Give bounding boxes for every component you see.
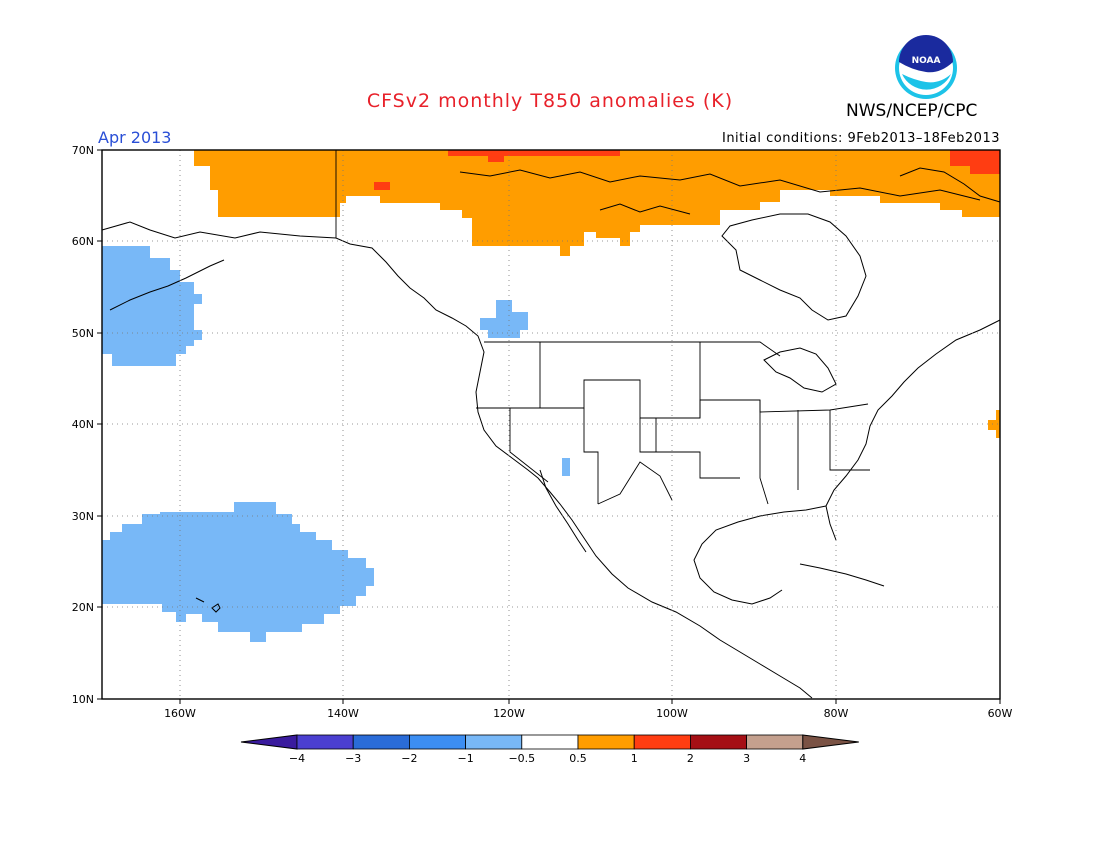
lon-label: 160W	[164, 707, 196, 720]
colorbar-swatch	[465, 734, 523, 750]
colorbar-label: 2	[687, 752, 694, 765]
aleutian-coast	[109, 259, 225, 311]
lat-label: 40N	[72, 418, 94, 431]
baja-coast	[539, 469, 587, 553]
colorbar-swatch	[633, 734, 691, 750]
noaa-logo-text: NOAA	[912, 56, 941, 66]
organization-label: NWS/NCEP/CPC	[846, 101, 978, 121]
greenland-coast	[899, 167, 1001, 203]
west-coastline	[101, 221, 813, 699]
colorbar-label: 3	[743, 752, 750, 765]
colorbar-swatch	[408, 734, 466, 750]
red-anomaly-patch	[448, 150, 620, 156]
cool-anomaly-pacific-nw	[480, 300, 528, 338]
colorbar-swatch	[240, 734, 298, 750]
arctic-islands	[599, 203, 691, 215]
cool-anomaly-hawaii	[102, 502, 374, 642]
colorbar-label: 4	[799, 752, 806, 765]
warm-anomaly-north	[194, 150, 1000, 256]
lat-label: 20N	[72, 601, 94, 614]
colorbar-swatch	[746, 734, 804, 750]
lat-label: 30N	[72, 510, 94, 523]
arctic-islands	[459, 169, 981, 201]
lon-label: 80W	[824, 707, 849, 720]
forecast-month: Apr 2013	[98, 128, 172, 147]
colorbar-label: −3	[345, 752, 361, 765]
colorbar-swatch	[352, 734, 410, 750]
lon-label: 60W	[988, 707, 1013, 720]
axis-ticks	[97, 149, 1001, 704]
colorbar-label: −0.5	[508, 752, 535, 765]
gulf-coastline	[693, 505, 827, 605]
lat-label: 50N	[72, 327, 94, 340]
colorbar-label: 0.5	[569, 752, 587, 765]
lon-label: 120W	[493, 707, 525, 720]
noaa-logo: NOAA	[895, 35, 957, 99]
red-anomaly-patch	[950, 150, 1000, 166]
east-coastline	[825, 319, 1001, 541]
colorbar-swatch	[802, 734, 859, 750]
lat-label: 10N	[72, 693, 94, 706]
red-anomaly-patch	[374, 182, 390, 190]
colorbar-swatch	[296, 734, 354, 750]
lon-label: 140W	[327, 707, 359, 720]
lon-label: 100W	[656, 707, 688, 720]
colorbar-label: −1	[457, 752, 473, 765]
political-boundaries	[335, 150, 870, 505]
colorbar: −4 −3 −2 −1 −0.5 0.5 1 2 3 4	[240, 734, 859, 765]
hawaii-islands	[195, 597, 221, 613]
colorbar-label: −2	[401, 752, 417, 765]
colorbar-label: −4	[289, 752, 305, 765]
colorbar-swatch	[577, 734, 635, 750]
longitude-labels: 160W 140W 120W 100W 80W 60W	[164, 707, 1012, 720]
colorbar-label: 1	[631, 752, 638, 765]
great-lakes	[763, 347, 837, 393]
anomaly-field-layer	[102, 150, 1000, 642]
colorbar-swatch	[690, 734, 748, 750]
hudson-bay-coast	[721, 213, 867, 321]
initial-conditions: Initial conditions: 9Feb2013–18Feb2013	[721, 131, 1000, 146]
colorbar-swatch	[521, 734, 579, 750]
lat-label: 70N	[72, 144, 94, 157]
red-anomaly-patch	[488, 150, 504, 162]
cool-anomaly-southwest	[562, 458, 570, 476]
cuba-coast	[799, 563, 885, 587]
latitude-labels: 70N 60N 50N 40N 30N 20N 10N	[72, 144, 94, 706]
red-anomaly-patch	[970, 166, 1000, 174]
cool-anomaly-bering	[102, 246, 202, 366]
map-title: CFSv2 monthly T850 anomalies (K)	[366, 90, 734, 112]
lat-label: 60N	[72, 235, 94, 248]
warm-anomaly-east	[988, 410, 1000, 438]
